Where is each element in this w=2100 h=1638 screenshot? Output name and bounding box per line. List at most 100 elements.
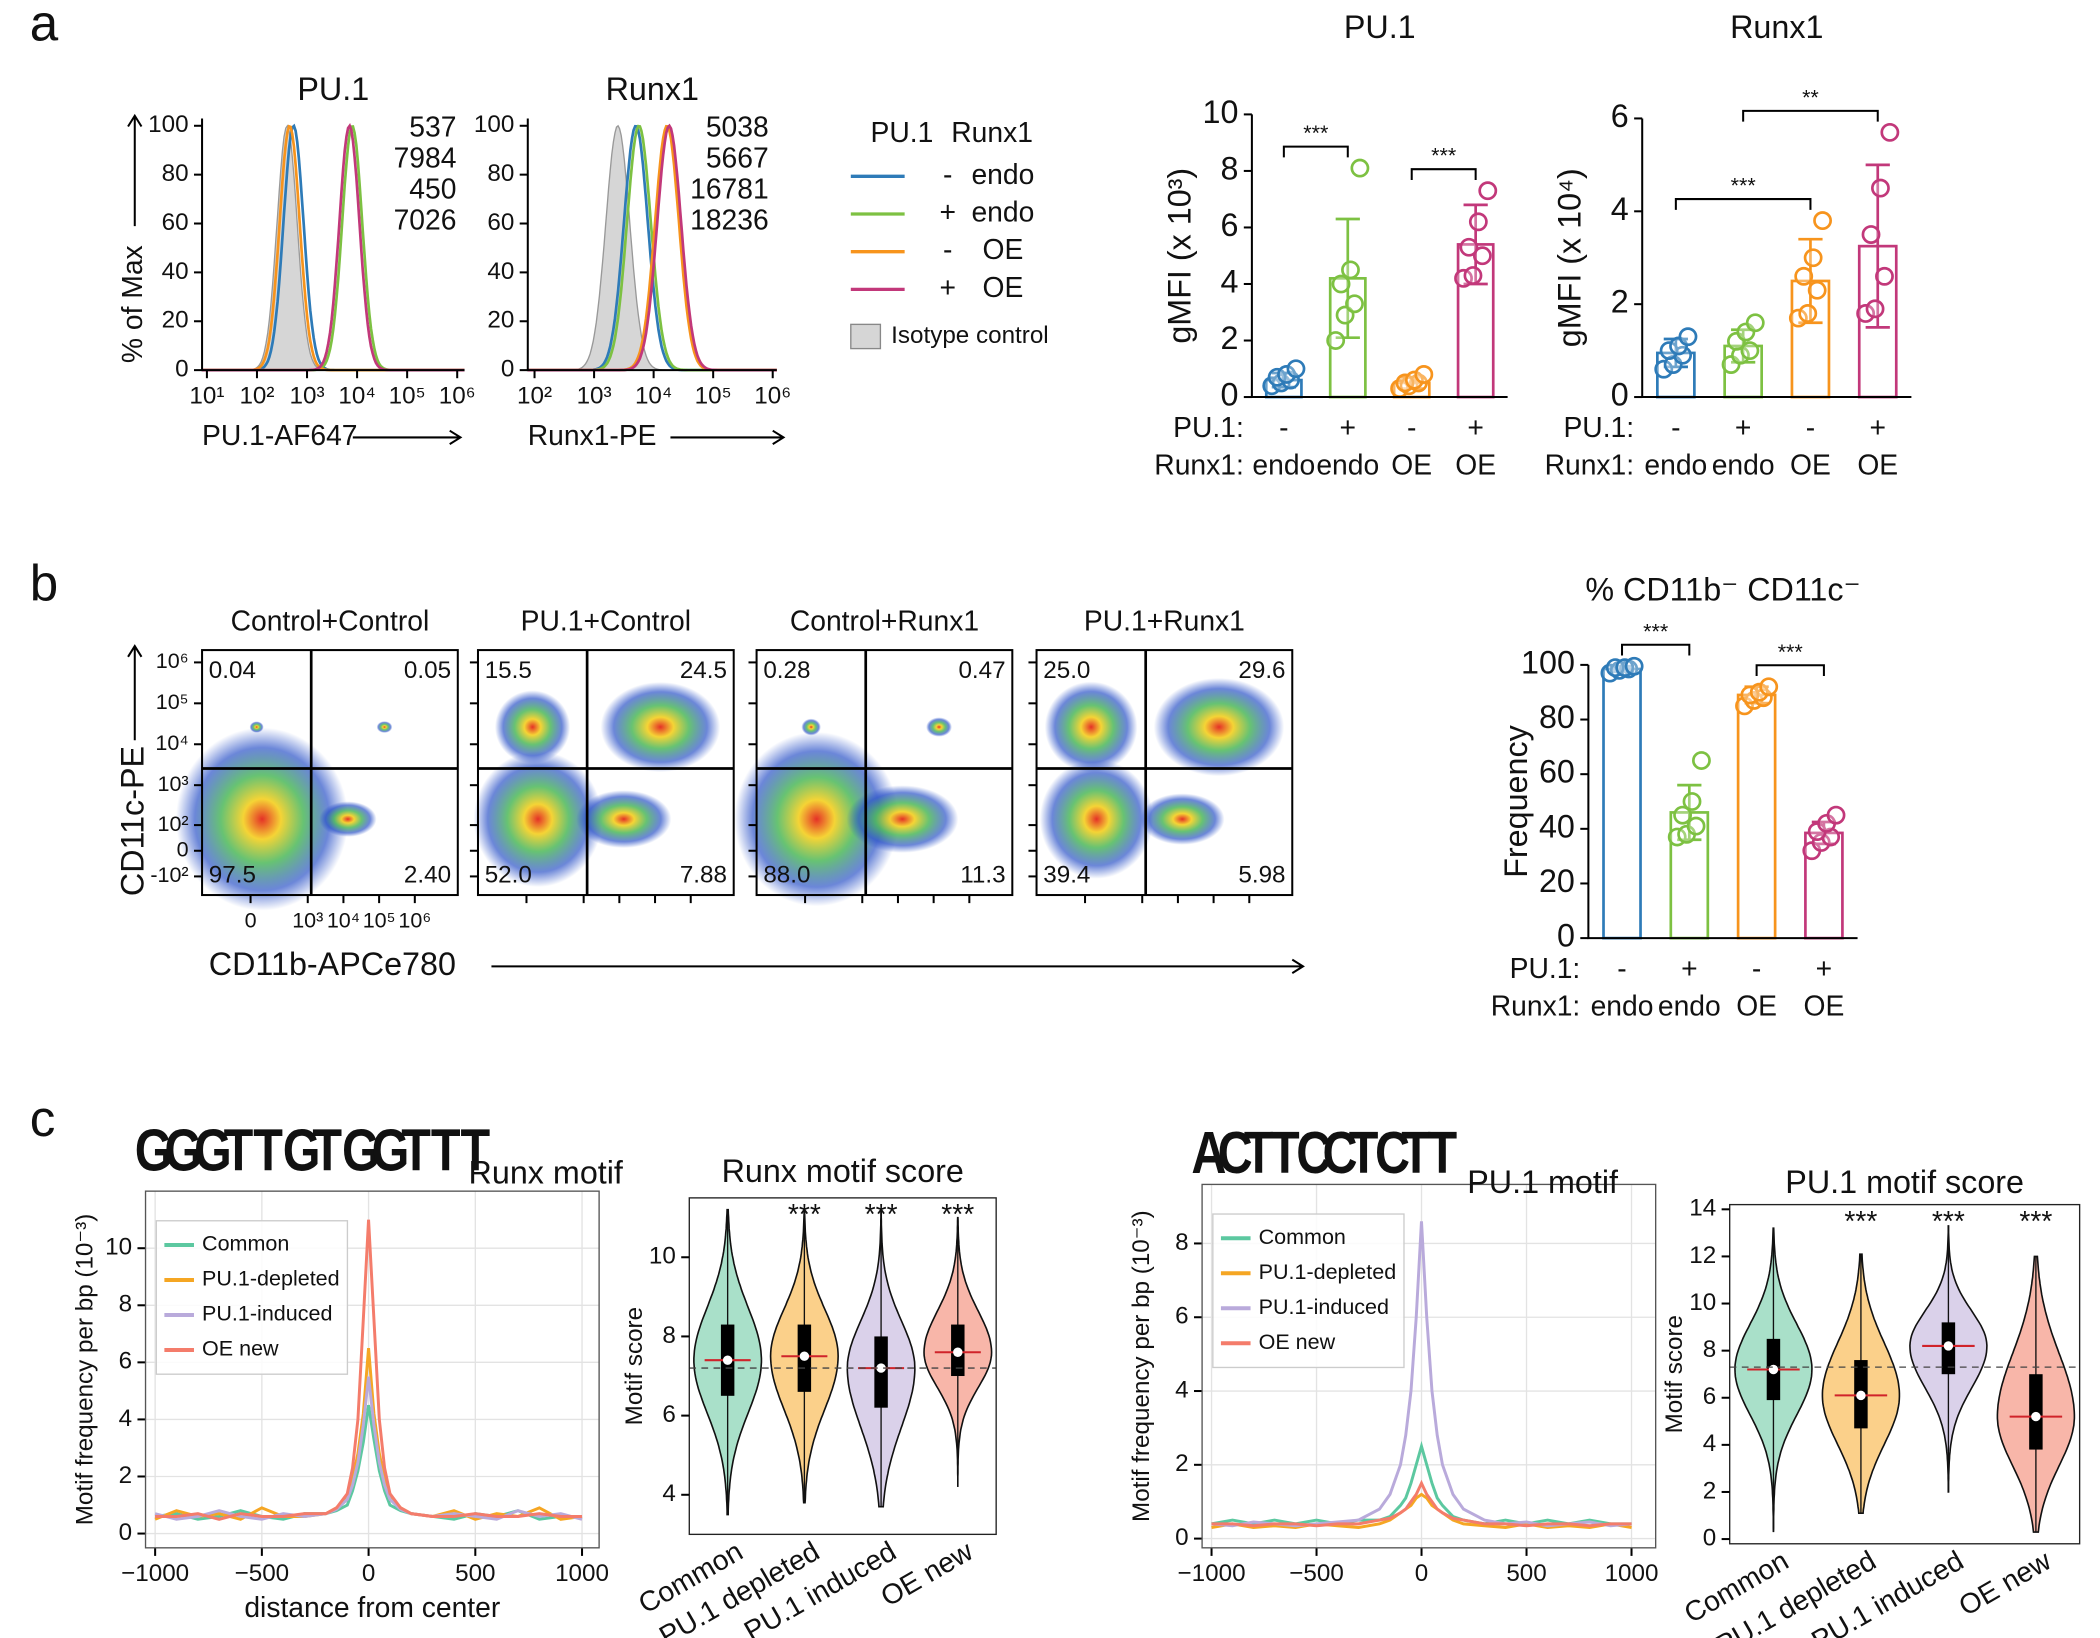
y-tick-label: 0 bbox=[1611, 377, 1629, 413]
quadrant-label: 11.3 bbox=[960, 862, 1005, 889]
y-tick-label: 100 bbox=[474, 111, 514, 138]
quadrant-label: 24.5 bbox=[680, 657, 727, 684]
panel-label: b bbox=[30, 554, 58, 611]
row-label: PU.1: bbox=[1173, 411, 1244, 443]
x-tick-label: 10⁵ bbox=[363, 909, 396, 933]
logo-letter: G bbox=[372, 1118, 410, 1184]
quadrant-label: 0.47 bbox=[958, 657, 1005, 684]
value-label: 7026 bbox=[394, 204, 457, 236]
population-density bbox=[846, 785, 959, 853]
significance-label: *** bbox=[2019, 1205, 2052, 1237]
data-point bbox=[1794, 266, 1814, 286]
y-tick-label: 8 bbox=[1703, 1336, 1716, 1363]
value-label: 5038 bbox=[706, 111, 769, 143]
y-tick-label: 8 bbox=[1220, 150, 1238, 186]
population-density bbox=[926, 717, 952, 737]
chart-title: Runx1 bbox=[606, 71, 699, 107]
median-dot bbox=[1768, 1364, 1779, 1375]
x-tick-label: 10⁶ bbox=[439, 382, 476, 409]
series-line bbox=[1211, 1479, 1632, 1528]
logo-letter: G bbox=[283, 1118, 321, 1184]
y-tick-label: 6 bbox=[1175, 1303, 1188, 1330]
quadrant-label: 2.40 bbox=[404, 862, 451, 889]
y-tick-label: 0 bbox=[1220, 377, 1238, 413]
y-tick-label: 10 bbox=[649, 1243, 676, 1270]
significance-bracket bbox=[1674, 198, 1812, 210]
data-point bbox=[1826, 805, 1846, 825]
y-tick-label: 8 bbox=[662, 1322, 675, 1349]
value-label: 5667 bbox=[706, 142, 769, 174]
chart-title: Runx1 bbox=[1730, 9, 1823, 45]
y-tick-label: 0 bbox=[175, 356, 188, 383]
y-tick-label: 6 bbox=[1220, 207, 1238, 243]
y-axis-label: Frequency bbox=[1498, 724, 1534, 877]
legend-header: Runx1 bbox=[951, 116, 1033, 148]
x-tick-label: 10⁴ bbox=[635, 382, 672, 409]
y-tick-label: 10⁴ bbox=[155, 731, 188, 755]
significance-label: ** bbox=[1802, 85, 1819, 109]
y-tick-label: 10 bbox=[1689, 1289, 1716, 1316]
y-tick-label: 80 bbox=[1539, 699, 1575, 735]
data-point bbox=[1740, 341, 1760, 361]
y-tick-label: 10 bbox=[105, 1234, 132, 1261]
significance-label: *** bbox=[788, 1198, 821, 1230]
legend-label: endo bbox=[971, 195, 1034, 227]
significance-bracket bbox=[1621, 643, 1691, 656]
logo-letter: G bbox=[135, 1118, 173, 1184]
x-tick-label: 0 bbox=[362, 1560, 375, 1587]
logo-letter: T bbox=[460, 1118, 490, 1184]
data-point bbox=[1463, 266, 1483, 285]
data-point bbox=[1692, 751, 1711, 770]
data-point bbox=[1472, 246, 1492, 266]
data-point bbox=[1678, 327, 1698, 347]
x-tick-label: - bbox=[1407, 411, 1416, 443]
y-axis-label: gMFI (x 10⁴) bbox=[1552, 168, 1588, 347]
y-tick-label: 20 bbox=[1539, 863, 1575, 899]
y-tick-label: 0 bbox=[1703, 1524, 1716, 1551]
arrow bbox=[491, 958, 1305, 974]
x-tick-label: OE bbox=[1736, 990, 1777, 1022]
quadrant-label: 0.28 bbox=[763, 657, 810, 684]
y-axis-label: gMFI (x 10³) bbox=[1161, 168, 1197, 344]
y-tick-label: 40 bbox=[162, 258, 189, 285]
plot-title: PU.1+Control bbox=[521, 605, 691, 637]
y-tick-label: 14 bbox=[1689, 1195, 1716, 1222]
y-tick-label: 10⁶ bbox=[156, 649, 189, 673]
significance-label: *** bbox=[865, 1198, 898, 1230]
y-tick-label: 40 bbox=[487, 258, 514, 285]
y-tick-label: 2 bbox=[1611, 284, 1629, 320]
median-dot bbox=[799, 1351, 810, 1361]
y-tick-label: 12 bbox=[1689, 1242, 1716, 1269]
plot-frame bbox=[476, 649, 735, 897]
x-tick-label: OE bbox=[1803, 990, 1844, 1022]
y-tick-label: 2 bbox=[1220, 320, 1238, 356]
y-tick-label: 10⁵ bbox=[156, 690, 189, 714]
quadrant-label: 7.88 bbox=[680, 862, 727, 889]
y-tick-label: 4 bbox=[1703, 1430, 1716, 1457]
x-tick-label: + bbox=[1816, 952, 1833, 984]
y-tick-label: 4 bbox=[662, 1480, 675, 1507]
plot-title: Control+Runx1 bbox=[790, 605, 979, 637]
data-point bbox=[1682, 792, 1702, 811]
logo-letter: T bbox=[1349, 1121, 1379, 1187]
legend-label: OE bbox=[982, 233, 1023, 265]
y-tick-label: 100 bbox=[1521, 644, 1575, 680]
arrow bbox=[670, 429, 786, 446]
arrow bbox=[127, 644, 143, 741]
x-axis-label: Runx1-PE bbox=[528, 419, 657, 451]
legend-label: + bbox=[939, 271, 956, 303]
y-tick-label: 4 bbox=[1611, 191, 1629, 227]
x-tick-label: - bbox=[1752, 952, 1761, 984]
x-tick-label: - bbox=[1617, 952, 1626, 984]
plot-title: PU.1+Runx1 bbox=[1084, 605, 1245, 637]
data-point bbox=[1414, 365, 1434, 384]
row-label: Runx1: bbox=[1545, 449, 1635, 481]
population-density bbox=[175, 727, 349, 911]
y-tick-label: 0 bbox=[1175, 1524, 1188, 1551]
x-tick-label: −1000 bbox=[1178, 1560, 1246, 1587]
y-tick-label: 60 bbox=[487, 209, 514, 236]
logo-letter: T bbox=[1401, 1121, 1431, 1187]
logo-letter: T bbox=[224, 1118, 254, 1184]
x-tick-label: 10⁵ bbox=[695, 382, 732, 409]
